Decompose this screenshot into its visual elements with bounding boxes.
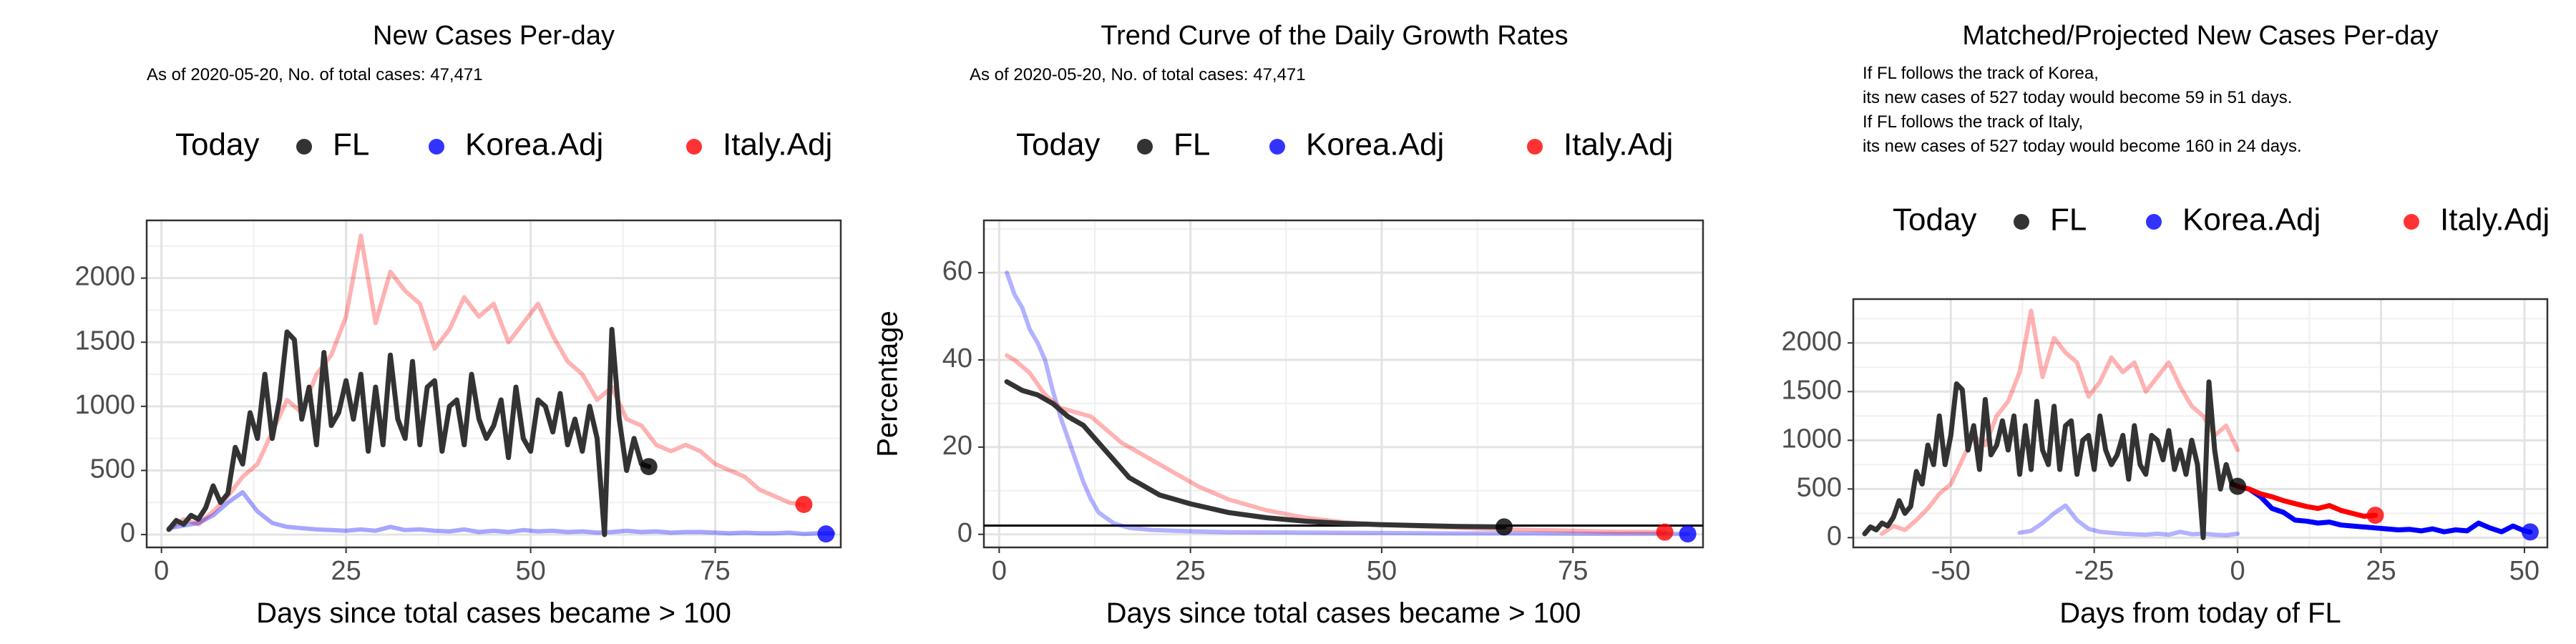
legend-label: FL [2050, 203, 2087, 238]
y-tick-label: 0 [957, 518, 972, 548]
legend-key-korea-adj [1269, 139, 1285, 155]
x-tick-label: 25 [2366, 556, 2396, 586]
x-tick-label: 25 [331, 556, 361, 586]
chart-annotation: If FL follows the track of Korea, [1863, 64, 2099, 83]
today-point-fl [1496, 518, 1513, 536]
series-line-korea-adj [1005, 270, 1690, 537]
legend-title: Today [1016, 127, 1100, 162]
y-tick-label: 500 [1797, 472, 1842, 502]
series-line-italy-adj [1005, 353, 1667, 535]
plot-panel [1852, 298, 2549, 549]
today-point-korea-adj [1679, 525, 1697, 543]
legend-label: Italy.Adj [2440, 203, 2550, 238]
y-tick-label: 2000 [74, 262, 135, 292]
series-line-fl [166, 326, 652, 537]
projection-line-korea-adj [2235, 484, 2533, 535]
chart-annotation: If FL follows the track of Italy, [1863, 112, 2083, 132]
legend-label: Korea.Adj [465, 127, 603, 162]
today-point-fl [640, 458, 658, 476]
y-tick-label: 0 [1827, 521, 1842, 551]
chart-title: Matched/Projected New Cases Per-day [1962, 21, 2438, 51]
today-point-italy-adj [2366, 507, 2384, 525]
x-axis-title: Days since total cases became > 100 [1106, 597, 1581, 629]
legend-key-fl [296, 139, 312, 155]
x-tick-label: 75 [700, 556, 730, 586]
x-tick-label: 50 [2509, 556, 2540, 586]
projection-line-italy-adj [2235, 484, 2378, 519]
chart-annotation: its new cases of 527 today would become … [1863, 88, 2292, 107]
y-tick-label: 0 [120, 518, 135, 548]
y-tick-label: 20 [942, 431, 972, 461]
x-tick-label: 0 [154, 556, 169, 586]
legend-key-italy-adj [2404, 214, 2419, 230]
y-tick-label: 1000 [74, 390, 135, 420]
legend-key-fl [2014, 214, 2029, 230]
legend-label: Korea.Adj [1306, 127, 1444, 162]
chart-title: Trend Curve of the Daily Growth Rates [1101, 21, 1568, 51]
legend-key-italy-adj [1527, 139, 1543, 155]
legend-label: FL [333, 127, 369, 162]
chart-annotation: its new cases of 527 today would become … [1863, 137, 2302, 156]
panel-border [982, 219, 1704, 549]
y-tick-label: 1500 [1781, 375, 1842, 405]
series-line-fl [1004, 379, 1507, 530]
y-tick-label: 2000 [1781, 326, 1842, 356]
x-tick-label: 75 [1558, 556, 1588, 586]
y-tick-label: 40 [942, 343, 972, 374]
y-tick-label: 1000 [1781, 424, 1842, 454]
x-tick-label: -25 [2074, 556, 2114, 586]
legend-label: Italy.Adj [723, 127, 832, 162]
legend-key-korea-adj [2146, 214, 2162, 230]
legend-key-korea-adj [429, 139, 444, 155]
legend-label: Korea.Adj [2182, 203, 2321, 238]
x-tick-label: -50 [1931, 556, 1971, 586]
y-tick-label: 60 [942, 256, 972, 286]
series-line-korea-adj [167, 489, 836, 537]
series-line-fl [1862, 379, 2240, 540]
legend-key-fl [1137, 139, 1153, 155]
panel-border [145, 219, 842, 549]
legend-title: Today [1893, 203, 1976, 238]
x-axis-title: Days from today of FL [2059, 597, 2341, 629]
chart-subtitle: As of 2020-05-20, No. of total cases: 47… [147, 65, 483, 84]
y-axis-title: Percentage [872, 311, 904, 457]
y-tick-label: 1500 [74, 326, 135, 356]
today-point-italy-adj [795, 495, 813, 513]
chart-title: New Cases Per-day [373, 21, 615, 51]
today-point-korea-adj [817, 525, 835, 543]
legend-label: Italy.Adj [1563, 127, 1673, 162]
x-tick-label: 0 [2230, 556, 2245, 586]
x-tick-label: 25 [1176, 556, 1206, 586]
x-tick-label: 50 [515, 556, 545, 586]
series-line-italy-adj [1880, 308, 2240, 536]
x-tick-label: 0 [992, 556, 1007, 586]
y-tick-label: 500 [90, 454, 135, 484]
chart-subtitle: As of 2020-05-20, No. of total cases: 47… [970, 65, 1306, 84]
legend-key-italy-adj [686, 139, 702, 155]
today-point-korea-adj [2521, 523, 2539, 541]
panel-border [1852, 298, 2549, 549]
today-point-fl [2229, 477, 2247, 495]
today-point-italy-adj [1656, 523, 1674, 541]
legend-title: Today [175, 127, 259, 162]
plot-panel [145, 219, 842, 549]
x-tick-label: 50 [1367, 556, 1397, 586]
legend-label: FL [1174, 127, 1210, 162]
x-axis-title: Days since total cases became > 100 [256, 597, 731, 629]
